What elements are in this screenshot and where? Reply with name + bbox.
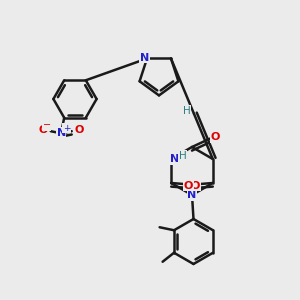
Text: N: N bbox=[188, 190, 196, 200]
Text: +: + bbox=[63, 124, 70, 133]
Text: O: O bbox=[184, 181, 193, 191]
Text: H: H bbox=[179, 151, 187, 161]
Text: O: O bbox=[74, 125, 84, 135]
Text: H: H bbox=[183, 106, 190, 116]
Text: O: O bbox=[211, 132, 220, 142]
Text: N: N bbox=[57, 128, 66, 138]
Text: N: N bbox=[140, 53, 149, 63]
Text: −: − bbox=[43, 120, 51, 130]
Text: N: N bbox=[169, 154, 179, 164]
Text: O: O bbox=[191, 181, 200, 191]
Text: O: O bbox=[38, 125, 48, 135]
